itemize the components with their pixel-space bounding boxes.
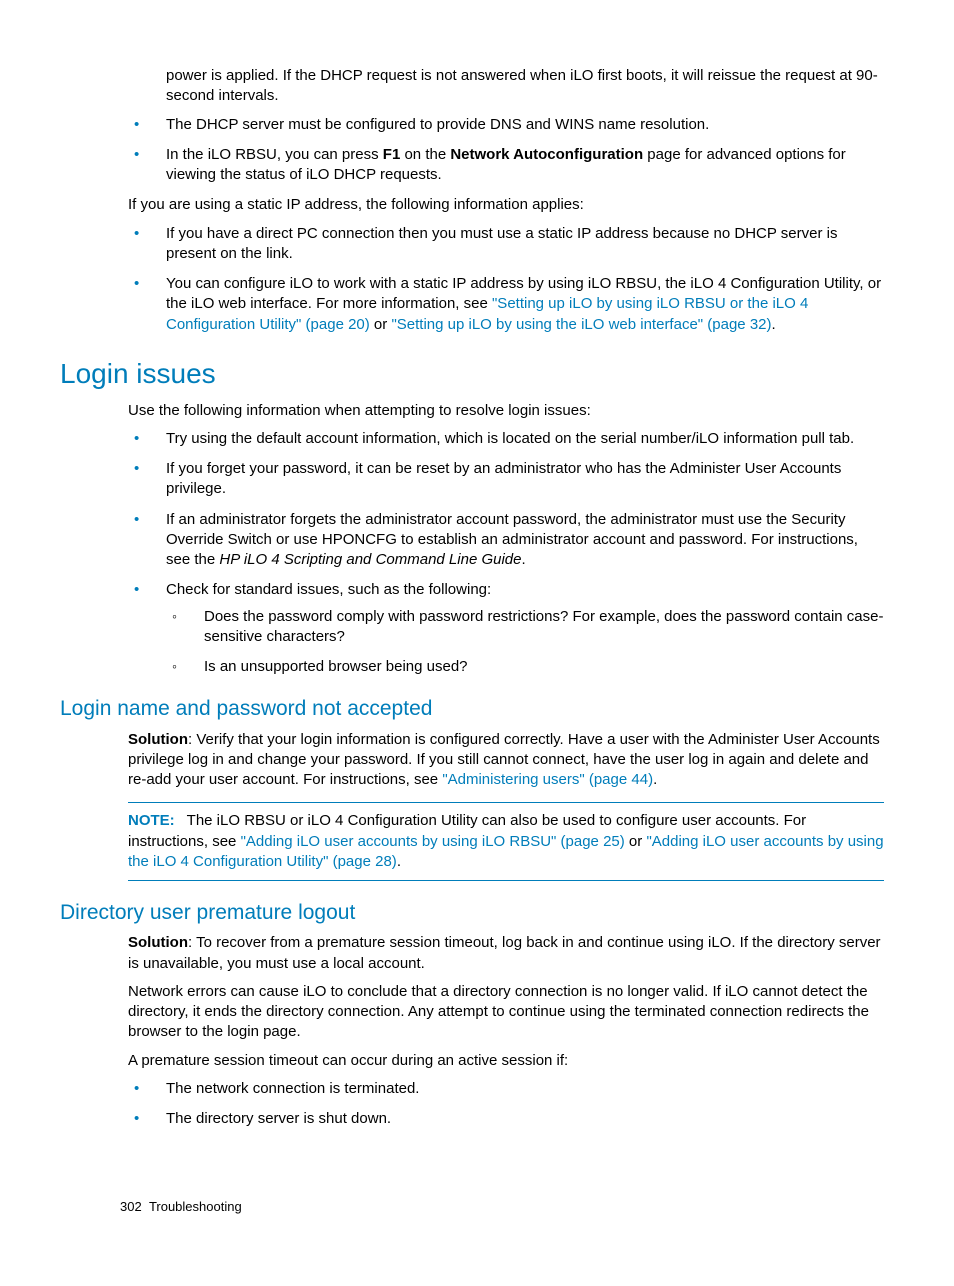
list-item: If you have a direct PC connection then … <box>128 224 884 265</box>
link-setup-web[interactable]: "Setting up iLO by using the iLO web int… <box>391 316 771 333</box>
solution-login-name: Solution: Verify that your login informa… <box>128 730 884 791</box>
link-adding-rbsu[interactable]: "Adding iLO user accounts by using iLO R… <box>241 833 625 850</box>
directory-p2: Network errors can cause iLO to conclude… <box>128 982 884 1043</box>
intro-bullet-list-2: If you have a direct PC connection then … <box>128 224 884 335</box>
doc-title-italic: HP iLO 4 Scripting and Command Line Guid… <box>219 551 521 568</box>
login-bullet-list: Try using the default account informatio… <box>128 429 884 678</box>
list-item: The network connection is terminated. <box>128 1079 884 1099</box>
list-item: Does the password comply with password r… <box>166 607 884 648</box>
directory-bullet-list: The network connection is terminated. Th… <box>128 1079 884 1130</box>
heading-login-name-password: Login name and password not accepted <box>60 695 884 723</box>
list-item: Try using the default account informatio… <box>128 429 884 449</box>
link-administering-users[interactable]: "Administering users" (page 44) <box>442 771 653 788</box>
intro-bullet-list-1: The DHCP server must be configured to pr… <box>128 115 884 186</box>
heading-directory-logout: Directory user premature logout <box>60 899 884 927</box>
document-page: power is applied. If the DHCP request is… <box>60 66 884 1246</box>
heading-login-issues: Login issues <box>60 355 884 393</box>
list-item: The DHCP server must be configured to pr… <box>128 115 884 135</box>
note-label: NOTE: <box>128 812 175 829</box>
directory-p3: A premature session timeout can occur du… <box>128 1051 884 1071</box>
login-sublist: Does the password comply with password r… <box>166 607 884 678</box>
page-number: 302 <box>120 1199 142 1214</box>
list-item: Is an unsupported browser being used? <box>166 657 884 677</box>
text: . <box>653 771 657 788</box>
page-footer: 302 Troubleshooting <box>120 1198 242 1216</box>
text: : To recover from a premature session ti… <box>128 934 881 971</box>
solution-label: Solution <box>128 731 188 748</box>
key-f1: F1 <box>383 146 401 163</box>
list-item: You can configure iLO to work with a sta… <box>128 274 884 335</box>
intro-paragraph-continuation: power is applied. If the DHCP request is… <box>166 66 884 107</box>
list-item: Check for standard issues, such as the f… <box>128 580 884 677</box>
text: In the iLO RBSU, you can press <box>166 146 383 163</box>
note-box: NOTE:The iLO RBSU or iLO 4 Configuration… <box>128 802 884 881</box>
solution-directory: Solution: To recover from a premature se… <box>128 933 884 974</box>
list-item: If you forget your password, it can be r… <box>128 459 884 500</box>
text: . <box>521 551 525 568</box>
text: or <box>370 316 392 333</box>
list-item: If an administrator forgets the administ… <box>128 510 884 571</box>
page-name: Network Autoconfiguration <box>450 146 643 163</box>
static-ip-intro: If you are using a static IP address, th… <box>128 195 884 215</box>
list-item: In the iLO RBSU, you can press F1 on the… <box>128 145 884 186</box>
text: on the <box>400 146 450 163</box>
solution-label: Solution <box>128 934 188 951</box>
text: . <box>772 316 776 333</box>
login-intro: Use the following information when attem… <box>128 401 884 421</box>
text: . <box>397 853 401 870</box>
list-item: The directory server is shut down. <box>128 1109 884 1129</box>
text: Check for standard issues, such as the f… <box>166 581 491 598</box>
section-name: Troubleshooting <box>149 1199 242 1214</box>
text: or <box>625 833 647 850</box>
